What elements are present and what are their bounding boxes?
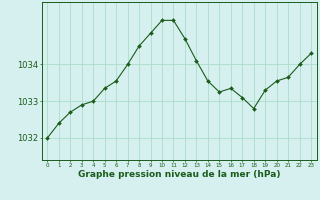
X-axis label: Graphe pression niveau de la mer (hPa): Graphe pression niveau de la mer (hPa) [78,170,280,179]
